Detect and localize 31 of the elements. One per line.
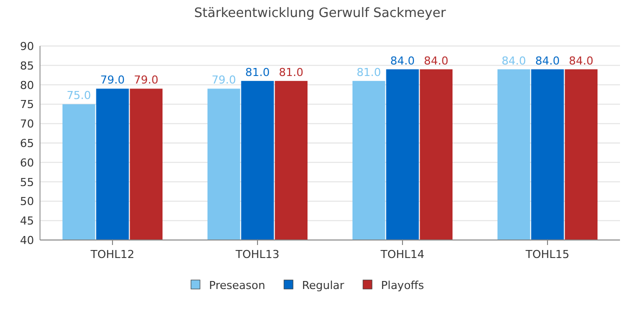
x-tick-label: TOHL14	[380, 248, 424, 261]
text: 79.0	[134, 74, 158, 87]
text: 84.0	[568, 54, 594, 68]
text: 84.0	[535, 54, 560, 68]
x-tick-label: TOHL13	[234, 248, 280, 261]
chart-title: Stärkeentwicklung Gerwulf Sackmeyer	[194, 6, 446, 21]
y-tick-label: 80	[20, 78, 34, 92]
y-tick-label: 60	[20, 156, 34, 170]
text: 81.0	[356, 66, 382, 79]
text: 84.0	[502, 54, 526, 68]
y-tick-label: 45	[20, 214, 34, 228]
text: 81.0	[278, 66, 304, 79]
text: 79.0	[212, 74, 236, 87]
y-tick-label: 65	[20, 137, 34, 150]
y-tick-label: 50	[20, 195, 34, 208]
text: 84.0	[390, 54, 415, 68]
text: 75.0	[66, 89, 92, 102]
x-tick-label: TOHL15	[524, 248, 570, 261]
y-tick-label: 75	[20, 98, 34, 112]
text: 79.0	[100, 74, 125, 87]
y-tick-label: 90	[20, 40, 34, 53]
legend-label: Preseason	[209, 279, 266, 292]
legend-label: Playoffs	[381, 279, 424, 292]
y-tick-label: 40	[20, 234, 34, 247]
y-tick-label: 85	[20, 59, 34, 72]
text: 81.0	[245, 66, 270, 79]
x-tick-label: TOHL12	[90, 248, 134, 261]
y-tick-label: 55	[20, 176, 34, 189]
legend-label: Regular	[302, 279, 345, 292]
y-tick-label: 70	[20, 118, 34, 131]
text: 84.0	[424, 54, 448, 68]
